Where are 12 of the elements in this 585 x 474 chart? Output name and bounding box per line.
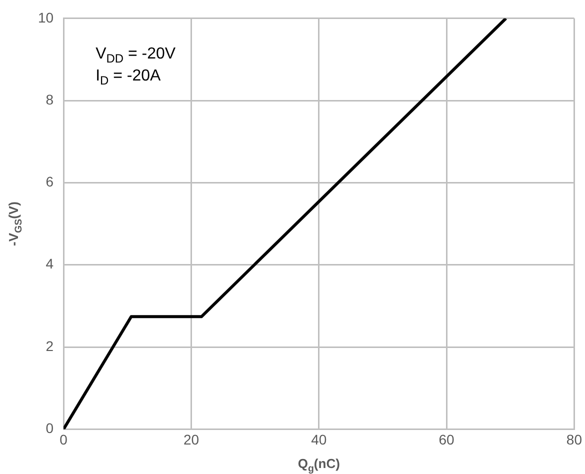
x-tick-label: 80 <box>566 431 582 448</box>
x-tick-label: 60 <box>438 431 455 448</box>
y-tick-label: 6 <box>46 174 54 190</box>
y-tick-label: 10 <box>38 9 54 26</box>
y-tick-label: 4 <box>46 256 54 272</box>
y-tick-label: 8 <box>46 91 54 108</box>
y-axis-title: -VGS(V) <box>6 202 24 246</box>
x-tick-label: 40 <box>311 431 327 448</box>
x-tick-label: 0 <box>60 431 68 448</box>
y-tick-label: 0 <box>46 420 54 436</box>
x-tick-label: 20 <box>183 431 200 448</box>
y-tick-label: 2 <box>46 338 54 354</box>
